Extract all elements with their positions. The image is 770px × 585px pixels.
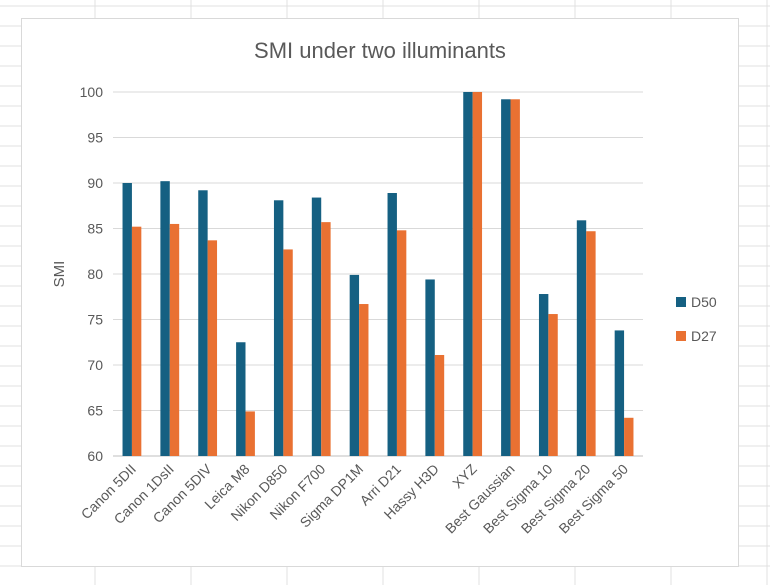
bar-d50[interactable]: [236, 342, 246, 456]
bar-d27[interactable]: [207, 240, 218, 456]
bar-d27[interactable]: [472, 92, 483, 456]
bar-d27[interactable]: [169, 223, 180, 456]
y-tick-label: 95: [87, 130, 103, 146]
bar-d27[interactable]: [624, 417, 634, 456]
bar-d50[interactable]: [349, 274, 360, 456]
y-tick-label: 90: [87, 175, 103, 191]
legend-label-d27: D27: [691, 328, 717, 344]
y-axis-ticks: 60 65 70 75 80 85 90 95 100: [80, 84, 104, 464]
chart-title: SMI under two illuminants: [254, 38, 506, 63]
legend: D50 D27: [676, 294, 717, 344]
bar-d50[interactable]: [311, 197, 322, 456]
bar-d50[interactable]: [576, 220, 587, 456]
bar-d27[interactable]: [283, 249, 293, 456]
bar-d27[interactable]: [548, 314, 558, 456]
bar-d50[interactable]: [463, 92, 473, 456]
y-tick-label: 80: [87, 266, 103, 282]
bar-d50[interactable]: [501, 99, 511, 456]
y-tick-label: 75: [87, 312, 103, 328]
x-category-label: XYZ: [449, 460, 480, 491]
bar-d27[interactable]: [321, 222, 331, 456]
legend-swatch-d50: [676, 297, 686, 307]
bar-d27[interactable]: [131, 226, 142, 456]
bar-d27[interactable]: [434, 354, 445, 456]
bar-d27[interactable]: [510, 99, 520, 456]
bar-d27[interactable]: [359, 304, 369, 456]
bar-d50[interactable]: [273, 200, 284, 456]
y-tick-label: 65: [87, 403, 103, 419]
legend-label-d50: D50: [691, 294, 717, 310]
bar-d27[interactable]: [245, 411, 255, 456]
bar-d50[interactable]: [122, 183, 132, 456]
y-tick-label: 60: [87, 448, 103, 464]
bar-d50[interactable]: [198, 190, 208, 456]
bar-d50[interactable]: [614, 330, 625, 456]
bar-d50[interactable]: [387, 193, 397, 456]
bars: [122, 92, 634, 456]
bar-d50[interactable]: [538, 294, 549, 456]
gridlines: [113, 91, 643, 457]
legend-swatch-d27: [676, 331, 686, 341]
y-axis-title: SMI: [51, 261, 68, 288]
y-tick-label: 100: [80, 84, 104, 100]
bar-d50[interactable]: [425, 279, 435, 456]
y-tick-label: 85: [87, 221, 103, 237]
y-tick-label: 70: [87, 357, 103, 373]
bar-d27[interactable]: [396, 230, 407, 456]
bar-d50[interactable]: [160, 181, 170, 456]
bar-d27[interactable]: [586, 231, 596, 456]
